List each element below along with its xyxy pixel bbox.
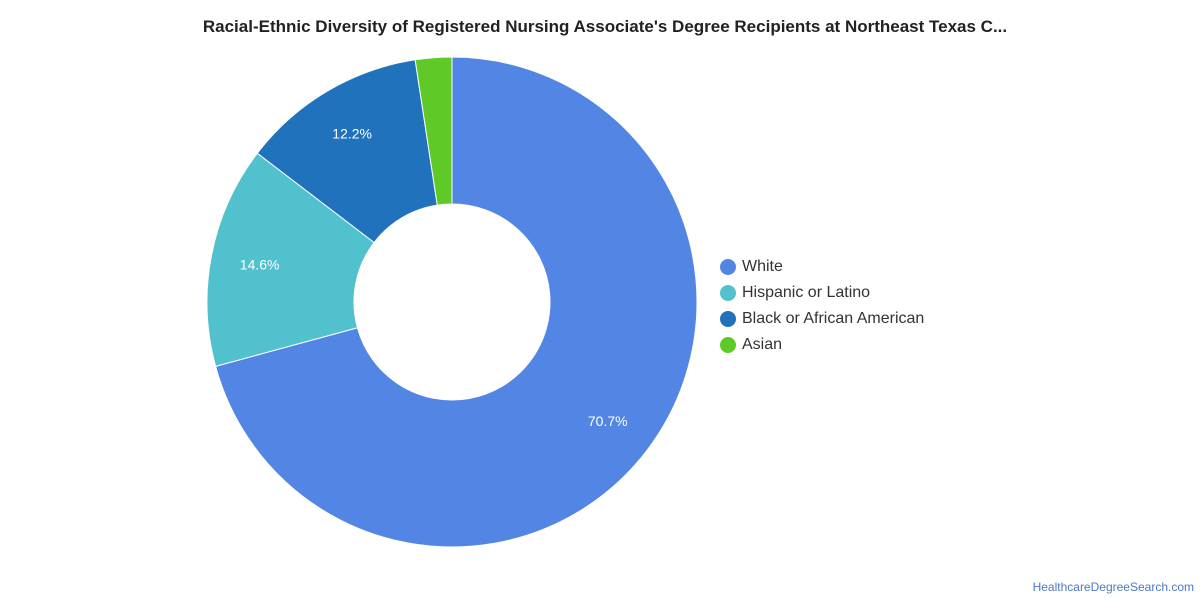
legend: White Hispanic or Latino Black or Africa… [720,254,924,358]
legend-item-white[interactable]: White [720,254,924,280]
legend-label: Black or African American [742,310,925,327]
data-label: 12.2% [332,125,372,141]
data-label: 14.6% [240,256,280,272]
chart-title: Racial-Ethnic Diversity of Registered Nu… [202,17,1008,36]
legend-label: Asian [742,336,783,353]
legend-swatch [720,337,736,353]
slice-asian[interactable] [414,56,453,206]
slice-black-or-african-american[interactable] [256,59,438,244]
legend-swatch [720,259,736,275]
slice-hispanic-or-latino[interactable] [206,152,375,367]
legend-swatch [720,285,736,301]
slice-white[interactable] [214,56,698,548]
legend-item-black-or-african-american[interactable]: Black or African American [720,306,924,332]
data-label: 70.7% [588,413,628,429]
legend-label: Hispanic or Latino [742,284,871,301]
legend-label: White [742,258,783,275]
source-link[interactable]: HealthcareDegreeSearch.com [1032,580,1194,594]
legend-item-asian[interactable]: Asian [720,332,924,358]
legend-item-hispanic-or-latino[interactable]: Hispanic or Latino [720,280,924,306]
legend-swatch [720,311,736,327]
